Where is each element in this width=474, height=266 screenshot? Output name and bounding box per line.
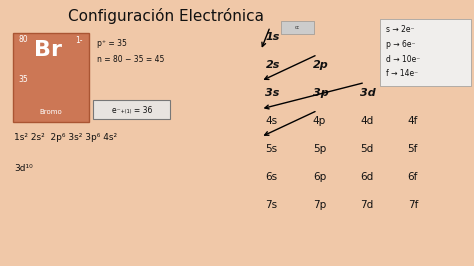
Text: Configuración Electrónica: Configuración Electrónica bbox=[68, 8, 264, 24]
Text: Br: Br bbox=[34, 40, 62, 60]
FancyBboxPatch shape bbox=[380, 19, 471, 86]
Text: 5s: 5s bbox=[265, 144, 278, 154]
Text: 4p: 4p bbox=[313, 116, 326, 126]
Text: 4f: 4f bbox=[408, 116, 418, 126]
Text: d → 10e⁻: d → 10e⁻ bbox=[386, 55, 420, 64]
Text: p → 6e⁻: p → 6e⁻ bbox=[386, 40, 416, 49]
Text: 6f: 6f bbox=[408, 172, 418, 182]
Text: 5d: 5d bbox=[360, 144, 374, 154]
FancyBboxPatch shape bbox=[13, 33, 89, 122]
Text: 4d: 4d bbox=[360, 116, 374, 126]
Text: 35: 35 bbox=[18, 75, 28, 84]
Text: 6d: 6d bbox=[360, 172, 374, 182]
Text: 1s² 2s²  2p⁶ 3s² 3p⁶ 4s²: 1s² 2s² 2p⁶ 3s² 3p⁶ 4s² bbox=[14, 133, 118, 142]
Text: 2p: 2p bbox=[313, 60, 328, 70]
Text: p⁺ = 35: p⁺ = 35 bbox=[97, 39, 127, 48]
Text: f → 14e⁻: f → 14e⁻ bbox=[386, 69, 419, 78]
Text: 1-: 1- bbox=[75, 36, 83, 45]
Text: 3d¹⁰: 3d¹⁰ bbox=[14, 164, 33, 173]
Text: 1s: 1s bbox=[265, 32, 280, 42]
Text: e⁻₊₍₁₎ = 36: e⁻₊₍₁₎ = 36 bbox=[111, 105, 152, 114]
Text: 3s: 3s bbox=[265, 88, 280, 98]
Text: 7s: 7s bbox=[265, 200, 278, 210]
Text: cc: cc bbox=[295, 25, 301, 30]
Text: Bromo: Bromo bbox=[40, 109, 62, 115]
Text: 7p: 7p bbox=[313, 200, 326, 210]
Text: 4s: 4s bbox=[265, 116, 278, 126]
FancyBboxPatch shape bbox=[93, 100, 170, 119]
Text: 2s: 2s bbox=[265, 60, 280, 70]
Text: 7d: 7d bbox=[360, 200, 374, 210]
FancyBboxPatch shape bbox=[281, 21, 314, 34]
Text: 6s: 6s bbox=[265, 172, 278, 182]
Text: 5p: 5p bbox=[313, 144, 326, 154]
Text: 80: 80 bbox=[18, 35, 27, 44]
Text: 7f: 7f bbox=[408, 200, 418, 210]
Text: 3d: 3d bbox=[360, 88, 376, 98]
Text: 5f: 5f bbox=[408, 144, 418, 154]
Text: s → 2e⁻: s → 2e⁻ bbox=[386, 25, 415, 34]
Text: 3p: 3p bbox=[313, 88, 328, 98]
Text: n = 80 − 35 = 45: n = 80 − 35 = 45 bbox=[97, 55, 164, 64]
Text: 6p: 6p bbox=[313, 172, 326, 182]
